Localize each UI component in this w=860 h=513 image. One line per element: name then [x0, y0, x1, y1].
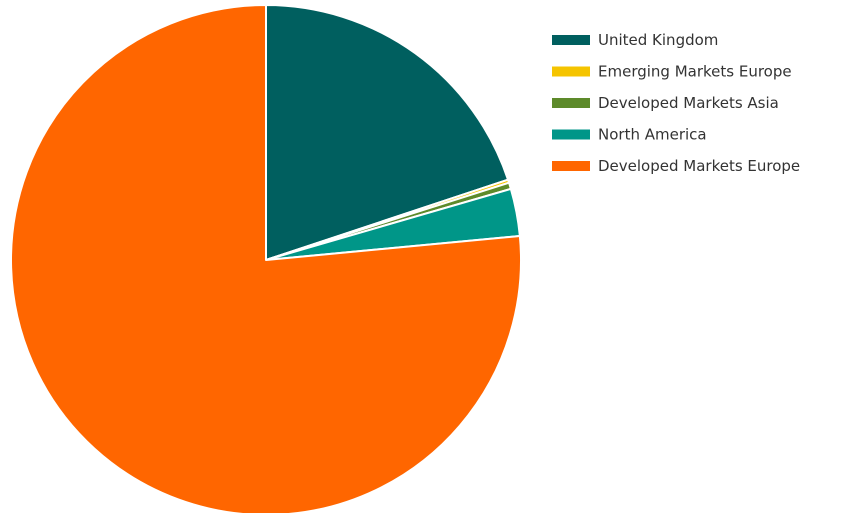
legend-swatch — [552, 35, 590, 45]
legend-label: Developed Markets Europe — [598, 157, 800, 175]
legend-swatch — [552, 98, 590, 108]
pie-slice-developed-markets-europe[interactable] — [10, 4, 522, 513]
legend-item[interactable]: Emerging Markets Europe — [552, 63, 792, 81]
pie-slice-united-kingdom[interactable] — [265, 4, 510, 261]
legend-item[interactable]: United Kingdom — [552, 31, 718, 49]
legend-item[interactable]: Developed Markets Europe — [552, 157, 800, 175]
legend-label: Emerging Markets Europe — [598, 63, 792, 81]
legend-item[interactable]: Developed Markets Asia — [552, 94, 779, 112]
legend-label: North America — [598, 126, 707, 144]
legend-label: United Kingdom — [598, 31, 718, 49]
legend-item[interactable]: North America — [552, 126, 707, 144]
legend-swatch — [552, 161, 590, 171]
legend-swatch — [552, 66, 590, 77]
legend-label: Developed Markets Asia — [598, 94, 779, 112]
legend-swatch — [552, 129, 590, 140]
pie-slices — [10, 4, 522, 513]
legend: United Kingdom Emerging Markets Europe Dev… — [552, 31, 800, 175]
